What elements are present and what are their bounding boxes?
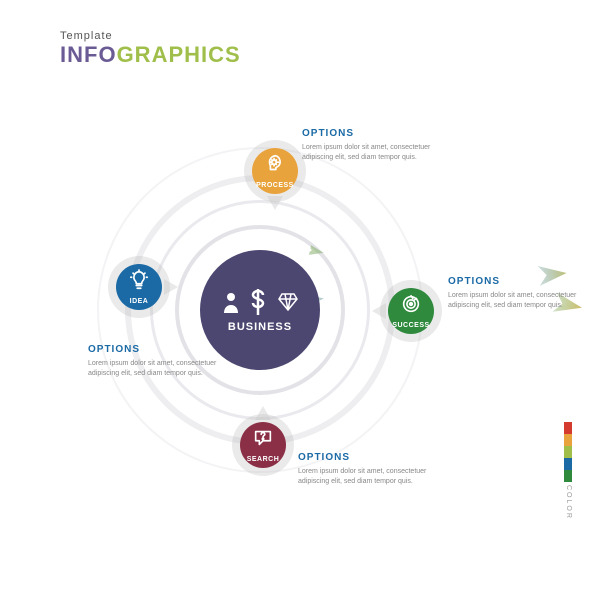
node-process: PROCESS — [244, 140, 306, 202]
center-circle: BUSINESS — [200, 250, 320, 370]
node-label: SUCCESS — [392, 322, 429, 329]
option-block-success: OPTIONS Lorem ipsum dolor sit amet, conse… — [448, 276, 578, 311]
node-label: PROCESS — [256, 182, 294, 189]
colorbar-label: COLOR — [564, 485, 572, 520]
node-search: SEARCH — [232, 414, 294, 476]
colorbar-seg-4 — [564, 470, 572, 482]
node-pointer — [164, 279, 178, 295]
option-block-process: OPTIONS Lorem ipsum dolor sit amet, conse… — [302, 128, 432, 163]
option-body: Lorem ipsum dolor sit amet, consectetuer… — [88, 359, 218, 379]
center-label: BUSINESS — [228, 321, 292, 333]
option-title: OPTIONS — [88, 344, 218, 355]
node-pointer — [255, 406, 271, 420]
node-inner: SEARCH — [240, 422, 286, 468]
option-title: OPTIONS — [302, 128, 432, 139]
colorbar-seg-0 — [564, 422, 572, 434]
node-inner: IDEA — [116, 264, 162, 310]
option-body: Lorem ipsum dolor sit amet, consectetuer… — [298, 467, 428, 487]
node-inner: PROCESS — [252, 148, 298, 194]
node-success: SUCCESS — [380, 280, 442, 342]
node-label: IDEA — [130, 298, 149, 305]
option-block-search: OPTIONS Lorem ipsum dolor sit amet, conse… — [298, 452, 428, 487]
option-body: Lorem ipsum dolor sit amet, consectetuer… — [302, 143, 432, 163]
option-title: OPTIONS — [298, 452, 428, 463]
option-body: Lorem ipsum dolor sit amet, consectetuer… — [448, 291, 578, 311]
node-label: SEARCH — [247, 456, 280, 463]
option-title: OPTIONS — [448, 276, 578, 287]
node-idea: IDEA — [108, 256, 170, 318]
node-inner: SUCCESS — [388, 288, 434, 334]
colorbar-seg-3 — [564, 458, 572, 470]
bulb-icon — [128, 269, 150, 296]
color-bar: COLOR — [564, 422, 572, 520]
option-block-idea: OPTIONS Lorem ipsum dolor sit amet, conse… — [88, 344, 218, 379]
speech-question-icon — [252, 427, 274, 454]
center-icons — [222, 287, 298, 317]
infographic-stage: BUSINESS PROCESS OPTIONS Lorem ipsum dolor … — [0, 0, 600, 600]
node-pointer — [372, 303, 386, 319]
dollar-icon — [248, 287, 270, 317]
colorbar-seg-1 — [564, 434, 572, 446]
node-pointer — [267, 196, 283, 210]
person-icon — [222, 291, 240, 313]
target-icon — [400, 293, 422, 320]
colorbar-seg-2 — [564, 446, 572, 458]
head-gear-icon — [264, 153, 286, 180]
diamond-icon — [278, 293, 298, 311]
